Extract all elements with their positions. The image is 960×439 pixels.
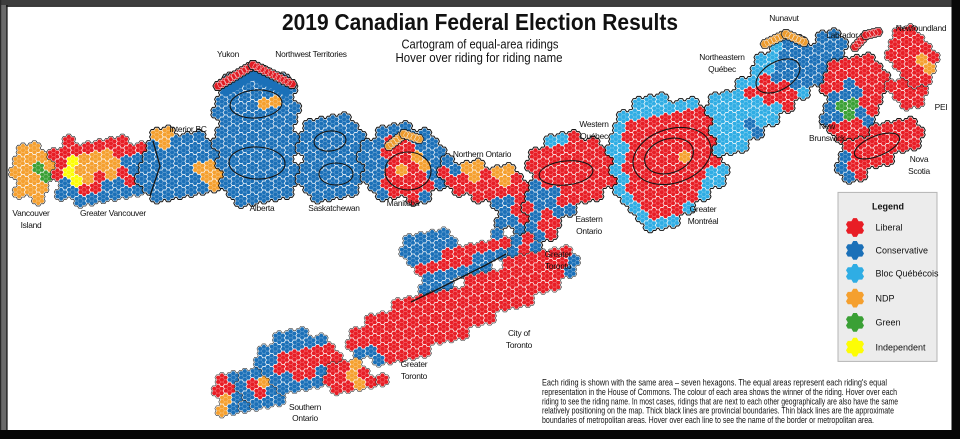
svg-text:Newfoundland: Newfoundland — [896, 23, 947, 33]
svg-text:Cartogram of equal-area riding: Cartogram of equal-area ridings — [402, 37, 559, 52]
svg-text:Brunswick: Brunswick — [809, 133, 846, 143]
svg-text:Eastern: Eastern — [575, 214, 603, 224]
svg-text:Ontario: Ontario — [576, 226, 602, 236]
svg-text:Vancouver: Vancouver — [12, 208, 50, 218]
svg-text:relatively positioning on the: relatively positioning on the map. Thick… — [542, 406, 894, 416]
svg-text:Green: Green — [876, 318, 901, 328]
svg-text:Southern: Southern — [289, 402, 322, 412]
svg-text:Toronto: Toronto — [506, 340, 533, 350]
svg-text:NDP: NDP — [876, 293, 895, 303]
svg-text:Conservative: Conservative — [876, 246, 929, 256]
svg-text:Interior BC: Interior BC — [169, 124, 206, 134]
svg-text:Québec: Québec — [708, 64, 736, 74]
svg-text:Saskatchewan: Saskatchewan — [308, 203, 360, 213]
svg-text:Alberta: Alberta — [250, 203, 275, 213]
svg-text:Yukon: Yukon — [217, 49, 240, 59]
svg-text:Labrador: Labrador — [826, 30, 858, 40]
svg-text:Toronto: Toronto — [401, 371, 428, 381]
svg-text:Each riding is shown with the: Each riding is shown with the same area … — [542, 378, 887, 388]
svg-text:Island: Island — [21, 220, 42, 230]
svg-text:Western: Western — [579, 119, 609, 129]
svg-text:Liberal: Liberal — [876, 223, 903, 233]
svg-text:Independent: Independent — [876, 342, 927, 352]
svg-text:Nova: Nova — [910, 154, 929, 164]
svg-text:Northwest Territories: Northwest Territories — [275, 49, 346, 59]
svg-text:Greater: Greater — [545, 249, 572, 259]
svg-text:Scotia: Scotia — [908, 166, 930, 176]
svg-text:Greater: Greater — [690, 204, 717, 214]
svg-text:Ontario: Ontario — [292, 413, 318, 423]
svg-text:Legend: Legend — [872, 202, 904, 212]
svg-text:Northeastern: Northeastern — [699, 52, 745, 62]
svg-text:Greater Vancouver: Greater Vancouver — [80, 208, 146, 218]
svg-text:City of: City of — [508, 328, 531, 338]
svg-text:Montréal: Montréal — [688, 216, 719, 226]
svg-text:riding to see the riding name.: riding to see the riding name. In most c… — [542, 396, 898, 406]
svg-text:Northern Ontario: Northern Ontario — [453, 149, 512, 159]
svg-text:Nunavut: Nunavut — [769, 13, 799, 23]
svg-text:New: New — [819, 121, 836, 131]
svg-text:representation in the House of: representation in the House of Commons. … — [542, 387, 897, 397]
svg-text:Bloc Québécois: Bloc Québécois — [876, 269, 940, 279]
svg-text:Manitoba: Manitoba — [387, 198, 420, 208]
svg-text:Greater: Greater — [401, 359, 428, 369]
svg-text:Toronto: Toronto — [545, 261, 572, 271]
svg-text:boundaries of metropolitan are: boundaries of metropolitan areas. Hover … — [542, 415, 874, 425]
svg-text:Hover over riding for riding n: Hover over riding for riding name — [396, 50, 563, 65]
svg-text:PEI: PEI — [935, 102, 948, 112]
svg-text:2019 Canadian Federal Election: 2019 Canadian Federal Election Results — [282, 9, 678, 35]
svg-text:Québec: Québec — [580, 131, 608, 141]
